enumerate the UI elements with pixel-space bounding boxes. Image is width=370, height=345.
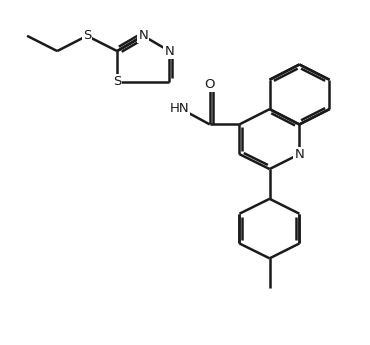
Text: O: O xyxy=(205,78,215,91)
Text: S: S xyxy=(83,29,91,42)
Text: N: N xyxy=(295,148,304,161)
Text: N: N xyxy=(138,29,148,42)
Text: S: S xyxy=(113,75,121,88)
Text: N: N xyxy=(165,45,174,58)
Text: HN: HN xyxy=(170,101,189,115)
